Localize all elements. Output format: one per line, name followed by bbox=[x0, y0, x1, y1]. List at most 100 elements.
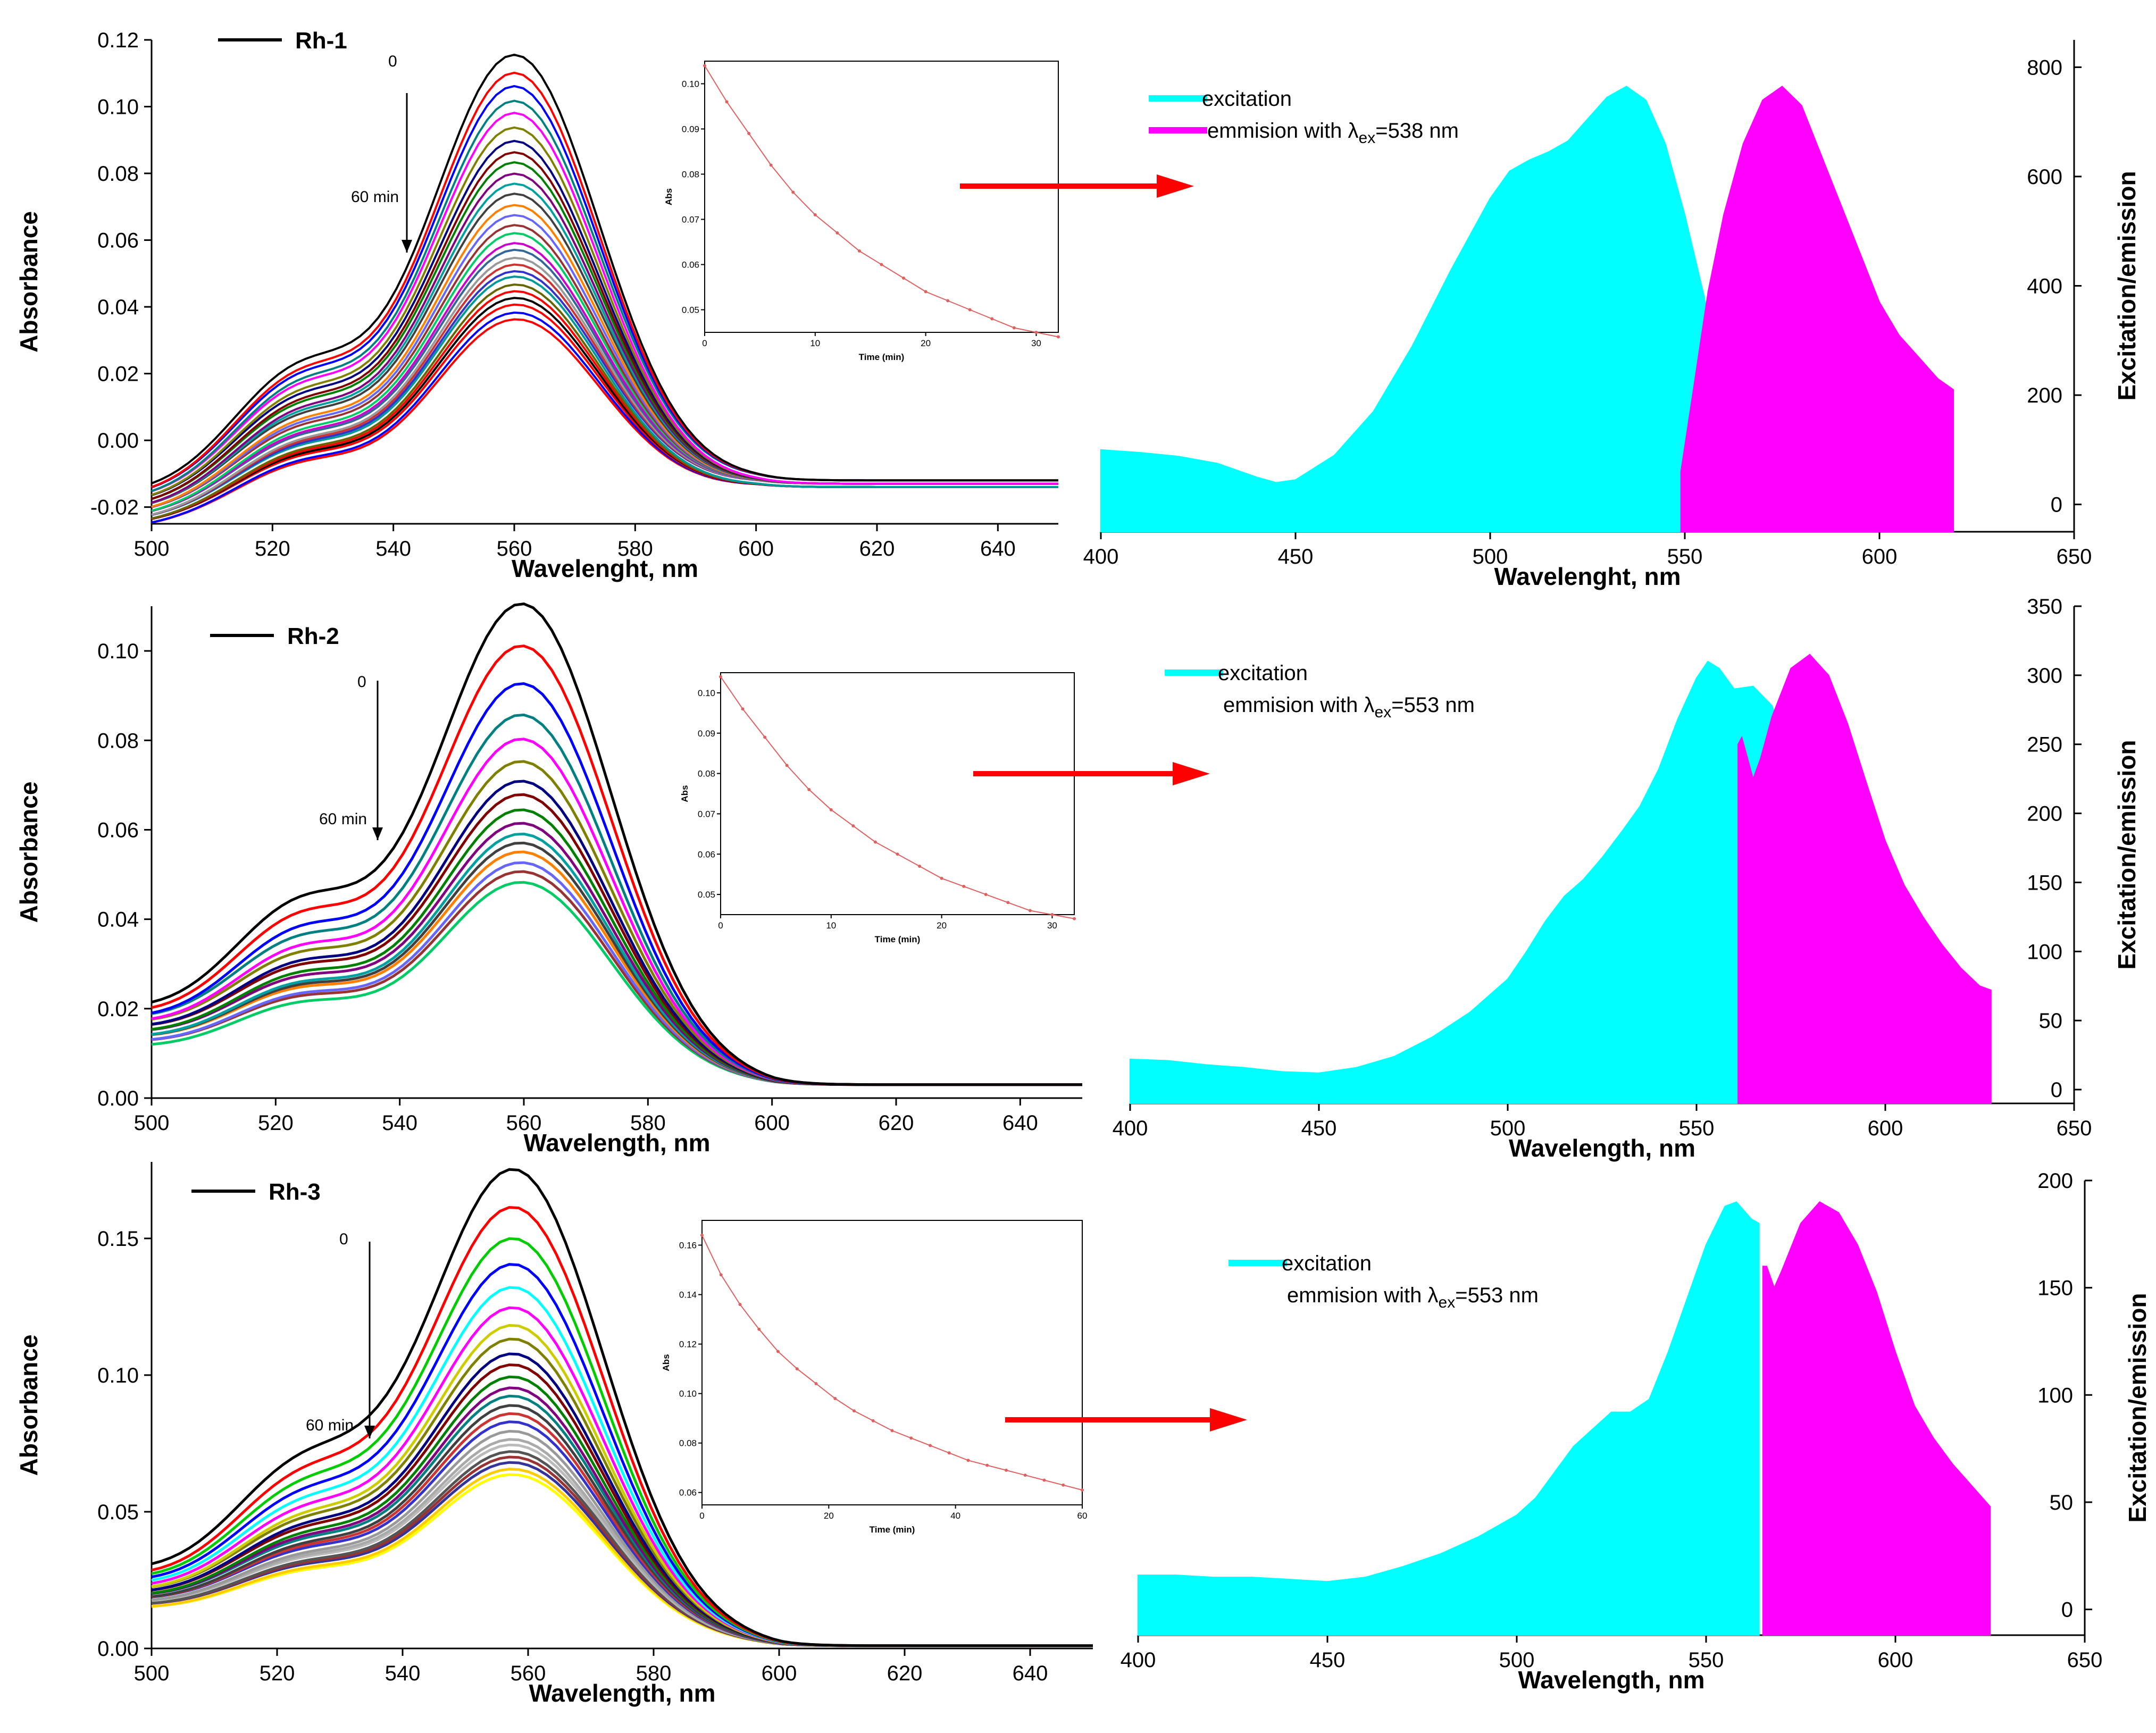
inset-x-title: Time (min) bbox=[859, 352, 905, 362]
x-tick-label: 600 bbox=[1878, 1648, 1913, 1672]
arrow-end-label: 60 min bbox=[319, 810, 367, 828]
inset-x-tick-label: 20 bbox=[937, 920, 947, 931]
arrow-start-label: 0 bbox=[388, 53, 397, 70]
inset-point bbox=[857, 249, 861, 253]
x-tick-label: 400 bbox=[1121, 1648, 1156, 1672]
inset-x-tick-label: 0 bbox=[702, 338, 707, 348]
inset-point bbox=[909, 1436, 913, 1440]
inset-point bbox=[814, 1382, 818, 1386]
inset-point bbox=[1028, 909, 1032, 912]
y-tick-label: 50 bbox=[2039, 1009, 2063, 1033]
inset-point bbox=[776, 1350, 780, 1353]
x-tick-label: 450 bbox=[1301, 1117, 1337, 1140]
legend-label-excitation: excitation bbox=[1218, 662, 1308, 685]
absorbance-panel-2: 500 520 540 560 580 600 620 640 0.00 0.02 0.04 0.06… bbox=[15, 602, 1082, 1157]
y-tick-label: 0 bbox=[2051, 493, 2062, 517]
inset-point bbox=[873, 840, 877, 844]
inset-x-tick-label: 10 bbox=[826, 920, 836, 931]
absorbance-series-line bbox=[151, 275, 1058, 516]
absorbance-series-line bbox=[151, 1237, 1093, 1647]
x-tick-label: 500 bbox=[134, 1662, 170, 1685]
legend-label-emission: emmision with λex=553 nm bbox=[1287, 1284, 1539, 1311]
x-axis-title: Wavelenght, nm bbox=[512, 555, 698, 582]
y-tick-label: 50 bbox=[2050, 1491, 2074, 1514]
y-tick-label: 600 bbox=[2027, 165, 2062, 189]
x-tick-label: 400 bbox=[1113, 1117, 1148, 1140]
inset-x-tick-label: 10 bbox=[810, 338, 820, 348]
y-tick-label: 150 bbox=[2027, 871, 2062, 894]
arrow-right-icon bbox=[1157, 174, 1194, 198]
inset-x-title: Time (min) bbox=[875, 934, 921, 944]
inset-y-tick-label: 0.09 bbox=[698, 729, 715, 739]
x-tick-label: 600 bbox=[1862, 545, 1898, 568]
y-tick-label: 0.06 bbox=[97, 818, 139, 842]
y-tick-label: 200 bbox=[2027, 802, 2062, 826]
inset-y-title: Abs bbox=[664, 188, 674, 205]
inset-y-tick-label: 0.06 bbox=[682, 260, 699, 270]
inset-point bbox=[890, 1429, 894, 1433]
inset-point bbox=[763, 735, 767, 739]
inset-y-title: Abs bbox=[680, 785, 690, 802]
inset-y-tick-label: 0.07 bbox=[698, 809, 715, 819]
arrow-end-label: 60 min bbox=[306, 1417, 354, 1434]
inset-point bbox=[829, 808, 833, 811]
inset-point bbox=[1006, 901, 1010, 905]
x-tick-label: 640 bbox=[980, 537, 1016, 560]
y-tick-label: 0.10 bbox=[97, 1364, 139, 1387]
inset-x-tick-label: 20 bbox=[921, 338, 931, 348]
legend-label: Rh-2 bbox=[287, 623, 339, 649]
inset-point bbox=[807, 788, 811, 791]
y-tick-label: 0.10 bbox=[97, 640, 139, 663]
inset-point bbox=[984, 893, 988, 897]
x-tick-label: 540 bbox=[375, 537, 411, 560]
x-tick-label: 500 bbox=[134, 1111, 170, 1135]
inset-point bbox=[725, 100, 729, 104]
inset-point bbox=[990, 317, 994, 321]
inset-point bbox=[1057, 335, 1060, 339]
inset-point bbox=[747, 132, 751, 135]
inset-point bbox=[896, 852, 899, 856]
legend-label: Rh-1 bbox=[295, 28, 347, 54]
absorbance-series-line bbox=[151, 682, 1082, 1086]
inset-y-tick-label: 0.14 bbox=[679, 1290, 697, 1300]
x-axis-title: Wavelength, nm bbox=[1509, 1134, 1695, 1162]
x-tick-label: 450 bbox=[1278, 545, 1314, 568]
absorbance-series-line bbox=[151, 53, 1058, 484]
y-tick-label: 200 bbox=[2027, 384, 2062, 407]
y-tick-label: 0.15 bbox=[97, 1227, 139, 1251]
y-axis-title: Excitation/emission bbox=[2124, 1293, 2151, 1522]
y-tick-label: -0.02 bbox=[90, 496, 139, 520]
inset-point bbox=[946, 299, 950, 303]
inset-point bbox=[791, 190, 795, 194]
x-tick-label: 550 bbox=[1679, 1117, 1715, 1140]
y-tick-label: 0.08 bbox=[97, 162, 139, 186]
inset-y-tick-label: 0.10 bbox=[682, 79, 699, 89]
x-axis-title: Wavelength, nm bbox=[524, 1129, 711, 1157]
x-tick-label: 640 bbox=[1013, 1662, 1048, 1685]
inset-frame bbox=[720, 672, 1075, 915]
arrow-start-label: 0 bbox=[357, 673, 366, 691]
y-tick-label: 800 bbox=[2027, 56, 2062, 79]
legend-label-emission: emmision with λex=553 nm bbox=[1223, 693, 1475, 721]
absorbance-series-line bbox=[151, 1286, 1093, 1647]
inset-point bbox=[1012, 326, 1016, 330]
arrow-down-icon bbox=[402, 240, 412, 253]
inset-y-tick-label: 0.09 bbox=[682, 124, 699, 135]
inset-point bbox=[853, 1409, 856, 1413]
inset-x-tick-label: 30 bbox=[1047, 920, 1057, 931]
inset-point bbox=[1042, 1478, 1046, 1482]
absorbance-series-line bbox=[151, 1352, 1093, 1647]
inset-point bbox=[785, 764, 789, 767]
inset-y-tick-label: 0.06 bbox=[679, 1488, 697, 1498]
inset-point bbox=[929, 1444, 932, 1447]
y-tick-label: 0.02 bbox=[97, 998, 139, 1021]
inset-point bbox=[1073, 917, 1076, 920]
inset-point bbox=[1081, 1488, 1084, 1492]
inset-point bbox=[719, 675, 722, 679]
x-tick-label: 550 bbox=[1689, 1648, 1724, 1672]
y-tick-label: 0 bbox=[2051, 1078, 2062, 1102]
inset-point bbox=[1005, 1468, 1008, 1472]
inset-point bbox=[703, 64, 706, 68]
absorbance-series-line bbox=[151, 1263, 1093, 1647]
legend-label-excitation: excitation bbox=[1282, 1252, 1372, 1275]
